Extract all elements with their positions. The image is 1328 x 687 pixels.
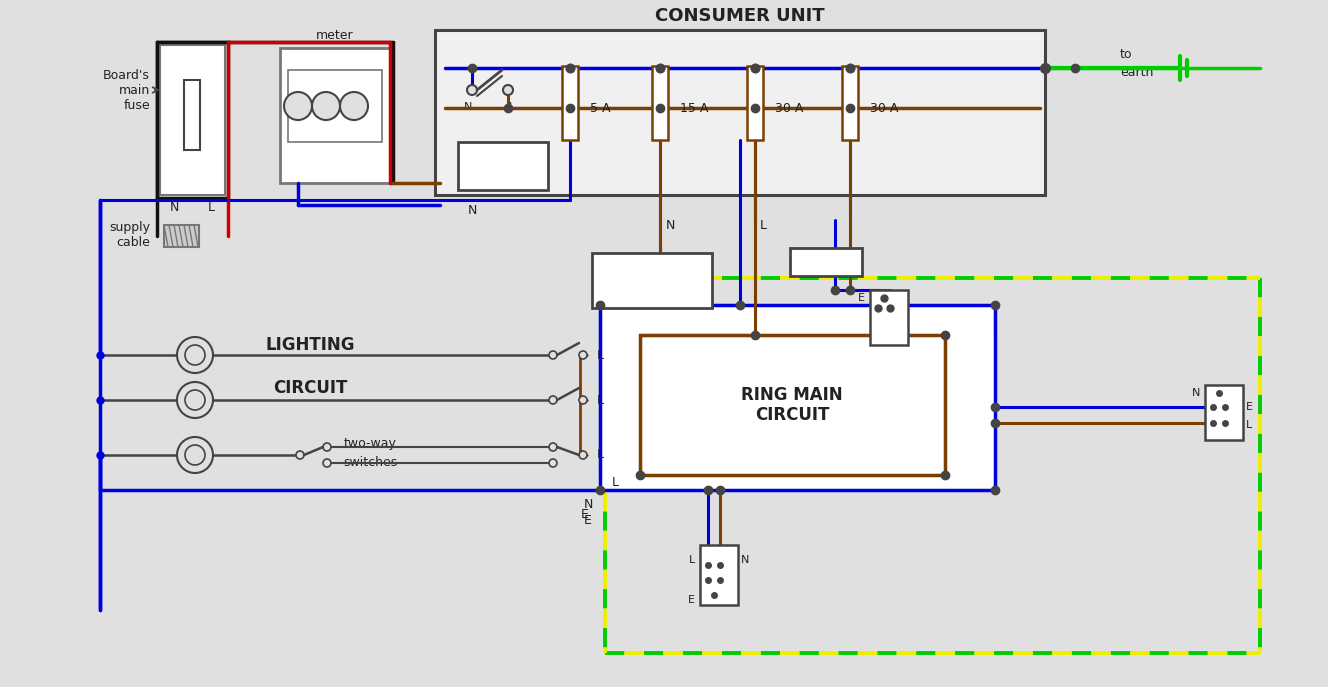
Circle shape: [579, 351, 587, 359]
Bar: [163, 225, 199, 247]
Text: 15 A: 15 A: [680, 102, 708, 115]
Text: N: N: [665, 218, 675, 232]
Bar: [640, 335, 946, 475]
Text: immersion
heater: immersion heater: [619, 266, 685, 294]
Text: CIRCUIT: CIRCUIT: [272, 379, 347, 397]
Circle shape: [296, 451, 304, 459]
Text: RING MAIN
CIRCUIT: RING MAIN CIRCUIT: [741, 385, 843, 425]
Text: 30 A: 30 A: [870, 102, 898, 115]
Circle shape: [579, 451, 587, 459]
Bar: [280, 48, 390, 183]
Circle shape: [548, 443, 556, 451]
Text: switches: switches: [343, 456, 397, 469]
Text: LIGHTING: LIGHTING: [266, 336, 355, 354]
Circle shape: [579, 396, 587, 404]
Text: N: N: [169, 201, 179, 214]
Bar: [1204, 385, 1243, 440]
Circle shape: [323, 443, 331, 451]
Text: N: N: [467, 203, 477, 216]
Text: L: L: [760, 218, 766, 232]
Text: CONSUMER UNIT: CONSUMER UNIT: [655, 7, 825, 25]
Text: L: L: [612, 475, 619, 488]
Bar: [842, 66, 858, 140]
Text: N: N: [1191, 388, 1201, 398]
Text: L: L: [1246, 420, 1252, 430]
Bar: [592, 253, 712, 308]
Bar: [185, 80, 201, 150]
Text: L: L: [596, 449, 603, 462]
Bar: [790, 248, 862, 276]
Bar: [700, 545, 738, 605]
Text: N: N: [583, 499, 592, 512]
Text: meter: meter: [316, 28, 353, 41]
Text: to: to: [1120, 47, 1133, 60]
Text: earth: earth: [1120, 65, 1154, 78]
Text: two-way: two-way: [344, 436, 397, 449]
Text: 5 A: 5 A: [590, 102, 611, 115]
Circle shape: [284, 92, 312, 120]
Text: L: L: [689, 555, 695, 565]
Text: cooker: cooker: [805, 256, 847, 269]
Bar: [288, 70, 382, 142]
Bar: [600, 305, 995, 490]
Text: E: E: [582, 508, 588, 521]
Circle shape: [340, 92, 368, 120]
Circle shape: [177, 437, 212, 473]
Text: L: L: [596, 394, 603, 407]
Text: main
switch: main switch: [483, 154, 523, 182]
Circle shape: [185, 445, 205, 465]
Text: L: L: [911, 313, 918, 323]
Circle shape: [185, 345, 205, 365]
Bar: [652, 66, 668, 140]
Text: 30 A: 30 A: [776, 102, 803, 115]
Text: E: E: [584, 513, 592, 526]
Circle shape: [312, 92, 340, 120]
Circle shape: [323, 459, 331, 467]
Circle shape: [177, 382, 212, 418]
Bar: [746, 66, 764, 140]
Text: L: L: [596, 348, 603, 361]
Text: E: E: [688, 595, 695, 605]
Text: E: E: [858, 293, 865, 303]
Text: Board's
main
fuse: Board's main fuse: [104, 69, 150, 111]
Circle shape: [503, 85, 513, 95]
Bar: [870, 290, 908, 345]
Bar: [562, 66, 578, 140]
Circle shape: [467, 85, 477, 95]
Text: N: N: [857, 313, 865, 323]
Text: L: L: [207, 201, 215, 214]
Bar: [157, 42, 228, 198]
Text: supply
cable: supply cable: [109, 221, 150, 249]
Circle shape: [548, 459, 556, 467]
Text: N: N: [463, 102, 473, 112]
Bar: [159, 45, 224, 195]
Text: N: N: [741, 555, 749, 565]
Bar: [436, 30, 1045, 195]
Bar: [458, 142, 548, 190]
Circle shape: [548, 351, 556, 359]
Circle shape: [548, 396, 556, 404]
Circle shape: [185, 390, 205, 410]
Text: L: L: [509, 102, 515, 112]
Circle shape: [177, 337, 212, 373]
Text: E: E: [1246, 402, 1254, 412]
